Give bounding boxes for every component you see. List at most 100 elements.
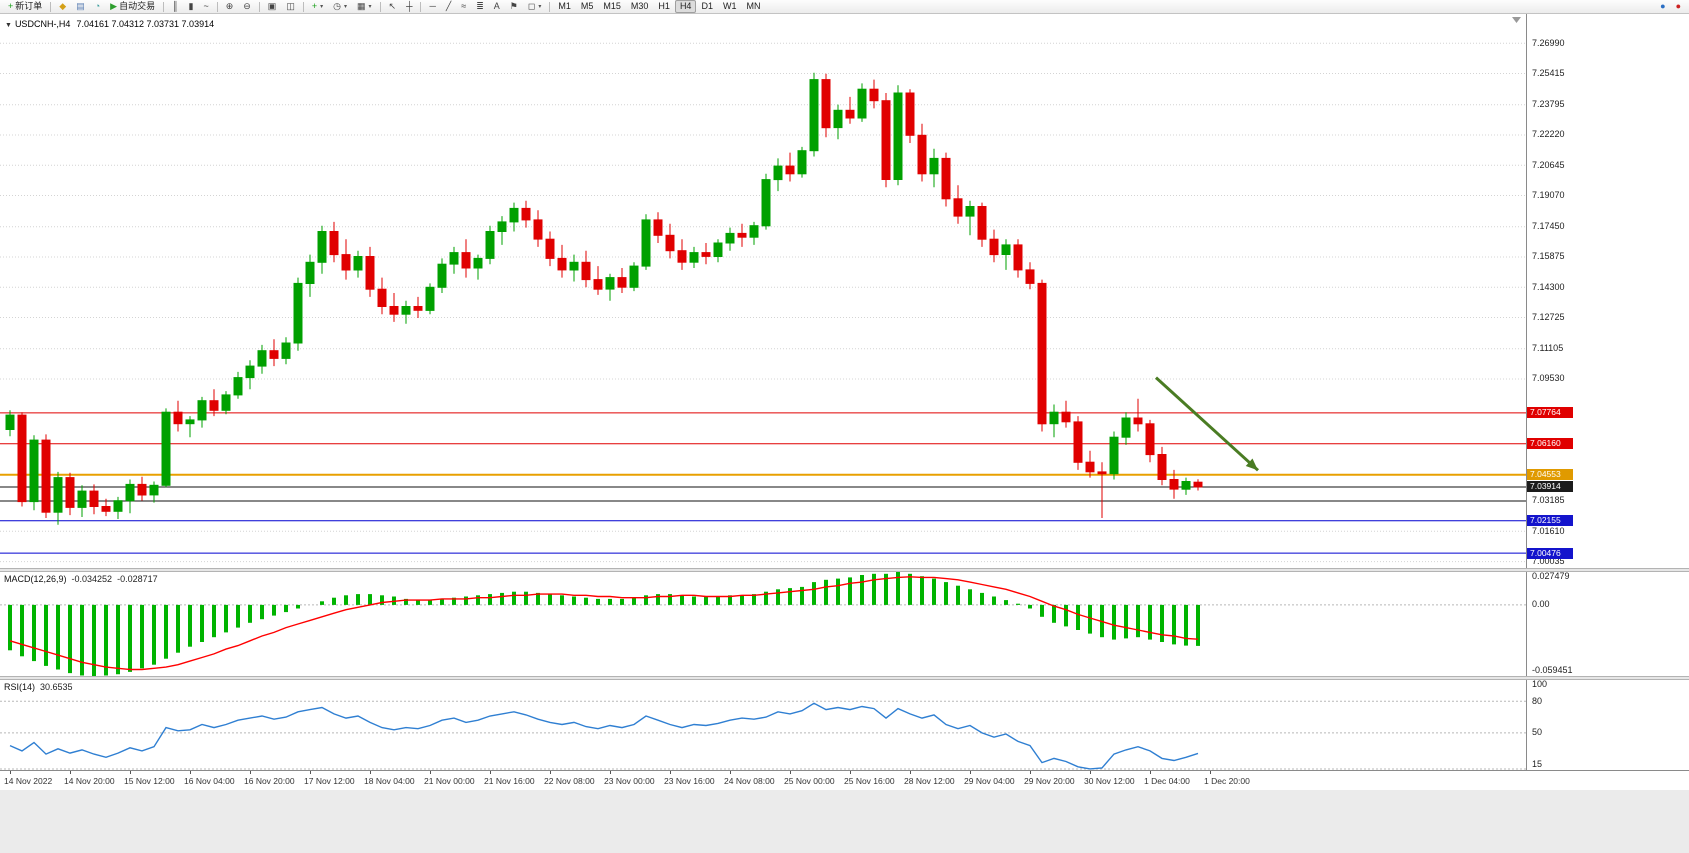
candle-down — [1086, 451, 1094, 478]
market-watch-button[interactable]: ◆ — [54, 0, 71, 13]
label-button[interactable]: ⚑ — [505, 0, 523, 13]
new-order-button[interactable]: +新订单 — [3, 0, 47, 13]
cascade-windows-button[interactable]: ◫ — [281, 0, 300, 13]
timeframe-w1-button[interactable]: W1 — [718, 0, 742, 13]
axis-scale-label: 7.09530 — [1532, 374, 1565, 383]
community-icon-icon: ● — [1660, 0, 1665, 13]
line-chart-button[interactable]: ~ — [198, 0, 213, 13]
candle-up — [402, 301, 410, 324]
candle-down — [738, 224, 746, 247]
time-axis-label: 18 Nov 04:00 — [364, 776, 415, 786]
chart-window: 7.269907.254157.237957.222207.206457.190… — [0, 14, 1689, 790]
periods-button[interactable]: ◷▾ — [328, 0, 352, 13]
candle-down — [1074, 416, 1082, 470]
main-chart[interactable] — [0, 14, 1526, 568]
new-order-button-label: 新订单 — [15, 0, 42, 13]
time-tick — [670, 771, 671, 774]
time-axis-label: 22 Nov 08:00 — [544, 776, 595, 786]
text-button[interactable]: A — [489, 0, 505, 13]
auto-trading-button[interactable]: ▶自动交易 — [105, 0, 160, 13]
channel-icon: ≈ — [461, 0, 466, 13]
community-icon[interactable]: ● — [1655, 0, 1670, 13]
timeframe-m30-button[interactable]: M30 — [626, 0, 654, 13]
axis-scale-label: 7.23795 — [1532, 100, 1565, 109]
timeframe-h1-button[interactable]: H1 — [653, 0, 675, 13]
timeframe-d1-button[interactable]: D1 — [696, 0, 718, 13]
candle-down — [42, 434, 50, 518]
zoom-in-button[interactable]: ⊕ — [221, 0, 239, 13]
templates-button[interactable]: ▦▾ — [352, 0, 377, 13]
zoom-out-button[interactable]: ⊖ — [238, 0, 256, 13]
rsi-line — [10, 703, 1198, 769]
candle-down — [90, 484, 98, 514]
time-tick — [730, 771, 731, 774]
price-axis[interactable]: 7.269907.254157.237957.222207.206457.190… — [1526, 14, 1689, 770]
crosshair-button[interactable]: ┼ — [401, 0, 417, 13]
candle-down — [174, 401, 182, 432]
time-axis-label: 29 Nov 04:00 — [964, 776, 1015, 786]
candle-down — [582, 251, 590, 288]
price-badge: 7.02155 — [1527, 515, 1573, 526]
candle-down — [522, 201, 530, 228]
chart-shift-marker[interactable] — [1512, 17, 1521, 23]
tile-windows-button[interactable]: ▣ — [263, 0, 282, 13]
time-tick — [1150, 771, 1151, 774]
fibonacci-button[interactable]: ≣ — [471, 0, 489, 13]
candle-up — [798, 147, 806, 178]
channel-button[interactable]: ≈ — [456, 0, 471, 13]
axis-scale-label: 0.00 — [1532, 600, 1550, 609]
timeframe-m5-button[interactable]: M5 — [576, 0, 599, 13]
bottom-empty-area — [0, 790, 1689, 853]
axis-scale-label: 7.25415 — [1532, 69, 1565, 78]
time-tick — [70, 771, 71, 774]
bar-chart-button[interactable]: ║ — [167, 0, 183, 13]
time-axis-label: 1 Dec 04:00 — [1144, 776, 1190, 786]
time-axis-label: 30 Nov 12:00 — [1084, 776, 1135, 786]
timeframe-h4-button[interactable]: H4 — [675, 0, 697, 13]
panel-separator[interactable] — [0, 676, 1689, 680]
fibonacci-icon: ≣ — [476, 0, 484, 13]
timeframe-m15-button[interactable]: M15 — [598, 0, 626, 13]
toolbar-separator — [259, 2, 260, 12]
timeframe-m1-button[interactable]: M1 — [553, 0, 576, 13]
indicators-button[interactable]: +▾ — [307, 0, 328, 13]
candle-down — [1062, 401, 1070, 428]
candle-up — [438, 258, 446, 293]
time-tick — [10, 771, 11, 774]
new-order-icon: + — [8, 0, 13, 13]
trend-arrow[interactable] — [1156, 378, 1258, 471]
candle-up — [426, 283, 434, 314]
panel-separator[interactable] — [0, 568, 1689, 572]
candle-up — [354, 251, 362, 278]
candle-up — [222, 391, 230, 414]
axis-scale-label: 7.26990 — [1532, 39, 1565, 48]
candle-up — [450, 247, 458, 274]
trendline-button[interactable]: ╱ — [441, 0, 456, 13]
toolbar-separator — [380, 2, 381, 12]
time-tick — [910, 771, 911, 774]
candlestick-chart-button[interactable]: ▮ — [183, 0, 198, 13]
hline-icon: ─ — [429, 0, 435, 13]
terminal-button[interactable]: ◔ — [90, 0, 105, 13]
candle-up — [642, 214, 650, 270]
record-icon[interactable]: ● — [1671, 0, 1686, 13]
hline-button[interactable]: ─ — [424, 0, 440, 13]
time-axis-label: 17 Nov 12:00 — [304, 776, 355, 786]
cursor-icon: ↖ — [389, 0, 397, 13]
shapes-button[interactable]: ◻▾ — [523, 0, 547, 13]
auto-trading-icon: ▶ — [110, 0, 117, 13]
symbol-dropdown-icon[interactable]: ▼ — [5, 22, 12, 29]
navigator-button[interactable]: ▤ — [71, 0, 90, 13]
axis-scale-label: 15 — [1532, 760, 1542, 769]
candle-up — [126, 480, 134, 514]
timeframe-m1-button-label: M1 — [558, 0, 571, 13]
macd-panel[interactable] — [0, 572, 1526, 676]
timeframe-mn-button[interactable]: MN — [741, 0, 765, 13]
candle-up — [930, 149, 938, 188]
rsi-panel[interactable] — [0, 680, 1526, 770]
time-axis[interactable]: 14 Nov 202214 Nov 20:0015 Nov 12:0016 No… — [0, 770, 1689, 790]
time-tick — [310, 771, 311, 774]
axis-scale-label: 7.15875 — [1532, 252, 1565, 261]
cursor-button[interactable]: ↖ — [384, 0, 402, 13]
candle-down — [1134, 399, 1142, 432]
